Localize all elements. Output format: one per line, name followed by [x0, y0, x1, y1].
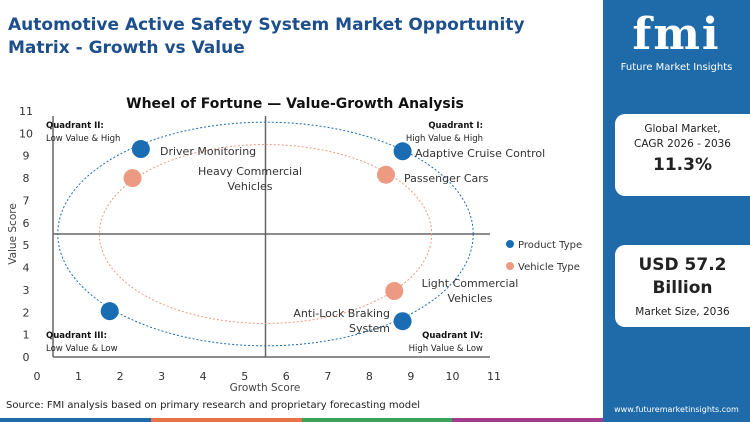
y-tick-label: 8 — [23, 172, 30, 185]
y-tick-label: 7 — [23, 194, 30, 207]
chart-title: Wheel of Fortune — Value-Growth Analysis — [126, 96, 464, 112]
x-axis-label: Growth Score — [230, 382, 301, 394]
data-point — [123, 169, 142, 188]
quadrant-title: Quadrant III: — [46, 331, 107, 341]
legend-marker — [506, 240, 514, 248]
quadrant-description: High Value & Low — [409, 344, 483, 354]
source-note: Source: FMI analysis based on primary re… — [6, 400, 421, 411]
data-point — [100, 302, 119, 321]
y-tick-label: 0 — [23, 351, 30, 364]
data-point — [376, 165, 395, 184]
x-tick-label: 4 — [200, 370, 207, 383]
quadrant-title: Quadrant II: — [46, 121, 104, 131]
point-label: Light Commercial Vehicles — [422, 277, 519, 305]
x-tick-label: 2 — [117, 370, 124, 383]
point-label: Anti-Lock Braking System — [293, 307, 390, 335]
fmi-logo: fmi Future Market Insights — [620, 9, 733, 73]
y-tick-label: 5 — [23, 239, 30, 252]
market-size-unit: Billion — [652, 278, 713, 298]
cagr-card: Global Market, CAGR 2026 - 2036 11.3% — [615, 114, 750, 196]
x-tick-label: 3 — [158, 370, 165, 383]
cagr-label: Global Market, — [644, 123, 721, 135]
x-tick-label: 0 — [34, 370, 41, 383]
cagr-period: CAGR 2026 - 2036 — [633, 138, 731, 150]
page-title: Automotive Active Safety System Market O… — [8, 15, 525, 58]
side-panel: fmi Future Market Insights Global Market… — [603, 0, 750, 422]
point-label: Adaptive Cruise Control — [415, 147, 545, 160]
series-ring — [98, 144, 433, 324]
data-point — [393, 142, 412, 161]
quadrant-title: Quadrant I: — [428, 121, 483, 131]
x-tick-label: 11 — [487, 370, 501, 383]
y-tick-label: 1 — [23, 329, 30, 342]
legend-label: Vehicle Type — [518, 262, 580, 273]
quadrant-description: Low Value & Low — [46, 344, 118, 354]
point-label: Driver Monitoring — [160, 145, 256, 158]
legend-label: Product Type — [518, 240, 582, 251]
x-tick-label: 6 — [283, 370, 290, 383]
quadrant-description: High Value & High — [406, 134, 483, 144]
x-tick-label: 9 — [407, 370, 414, 383]
y-tick-label: 11 — [19, 105, 33, 118]
quadrant-description: Low Value & High — [46, 134, 120, 144]
website-link[interactable]: www.futuremarketinsights.com — [614, 405, 739, 414]
y-tick-label: 3 — [23, 284, 30, 297]
legend-marker — [506, 262, 514, 270]
data-point — [131, 140, 150, 159]
point-label: Heavy Commercial Vehicles — [198, 165, 302, 193]
x-tick-label: 7 — [324, 370, 331, 383]
x-tick-label: 10 — [445, 370, 459, 383]
cagr-value: 11.3% — [653, 155, 712, 175]
market-size-label: Market Size, 2036 — [635, 306, 730, 318]
x-tick-label: 5 — [241, 370, 248, 383]
x-tick-label: 8 — [366, 370, 373, 383]
quadrant-title: Quadrant IV: — [422, 331, 483, 341]
y-tick-label: 4 — [23, 262, 30, 275]
bottom-color-strip — [0, 418, 603, 422]
y-tick-label: 2 — [23, 306, 30, 319]
y-tick-label: 10 — [19, 127, 33, 140]
point-label: Passenger Cars — [404, 172, 489, 185]
series-ring — [57, 121, 474, 347]
market-size-card: USD 57.2 Billion Market Size, 2036 — [615, 245, 750, 327]
opportunity-matrix-chart: Wheel of Fortune — Value-Growth Analysis… — [7, 96, 582, 394]
y-axis-label: Value Score — [7, 203, 19, 265]
data-point — [393, 312, 412, 331]
market-size-value: USD 57.2 — [638, 255, 727, 275]
x-tick-label: 1 — [75, 370, 82, 383]
data-point — [385, 282, 404, 301]
y-tick-label: 6 — [23, 217, 30, 230]
y-tick-label: 9 — [23, 150, 30, 163]
